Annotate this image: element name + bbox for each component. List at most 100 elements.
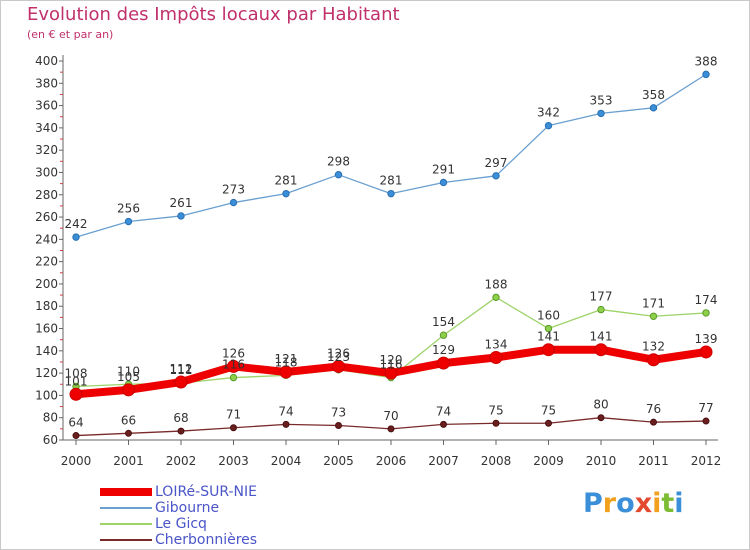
data-label: 242 (65, 217, 88, 231)
data-point (229, 198, 238, 207)
y-tick-label: 140 (35, 344, 58, 358)
data-label: 66 (121, 413, 136, 427)
data-point (597, 414, 605, 422)
data-label: 171 (642, 296, 665, 310)
data-label: 121 (275, 352, 298, 366)
data-point (279, 365, 293, 379)
x-tick-label: 2002 (166, 454, 197, 468)
y-tick-label: 80 (43, 411, 58, 425)
data-label: 141 (537, 330, 560, 344)
data-label: 174 (695, 293, 718, 307)
data-point (384, 366, 398, 380)
data-label: 141 (590, 330, 613, 344)
data-label: 342 (537, 106, 560, 120)
data-point (650, 418, 657, 426)
data-label: 116 (222, 358, 245, 372)
data-label: 77 (698, 401, 713, 415)
data-point (699, 345, 713, 359)
data-label: 73 (331, 406, 346, 420)
data-label: 132 (642, 340, 665, 354)
legend-label: Cherbonnières (155, 532, 258, 548)
legend-swatch (100, 539, 152, 541)
y-tick-label: 100 (35, 388, 58, 402)
data-label: 297 (485, 156, 508, 170)
data-label: 177 (590, 290, 613, 304)
data-point (177, 427, 185, 435)
data-label: 108 (65, 366, 88, 380)
data-label: 76 (646, 402, 661, 416)
data-label: 154 (432, 315, 455, 329)
data-point (230, 424, 237, 432)
data-point (282, 420, 290, 428)
x-tick-label: 2006 (376, 454, 407, 468)
data-label: 74 (436, 404, 451, 418)
data-label: 358 (642, 88, 665, 102)
y-tick-label: 320 (35, 143, 58, 157)
x-tick-label: 2001 (113, 454, 144, 468)
data-label: 101 (65, 374, 88, 388)
x-tick-label: 2007 (428, 454, 459, 468)
logo-letter: o (616, 488, 635, 519)
x-tick-label: 2004 (271, 454, 302, 468)
data-point (594, 343, 608, 357)
data-point (69, 387, 83, 401)
data-point (649, 104, 658, 112)
y-tick-label: 220 (35, 255, 58, 269)
y-tick-label: 180 (35, 299, 58, 313)
y-tick-label: 400 (35, 54, 58, 68)
data-point (72, 432, 80, 440)
data-label: 68 (173, 411, 188, 425)
data-point (227, 359, 240, 373)
data-label: 281 (275, 174, 298, 188)
y-tick-label: 300 (35, 165, 58, 179)
data-label: 70 (383, 409, 398, 423)
x-tick-label: 2011 (638, 454, 669, 468)
data-label: 298 (327, 155, 350, 169)
legend-swatch (100, 523, 152, 525)
data-label: 353 (590, 93, 613, 107)
data-point (282, 189, 290, 198)
y-tick-label: 120 (35, 366, 58, 380)
data-label: 291 (432, 163, 455, 177)
data-label: 160 (537, 309, 560, 323)
data-point (702, 309, 710, 317)
x-tick-label: 2008 (481, 454, 512, 468)
data-point (439, 331, 448, 339)
data-point (492, 293, 500, 302)
data-point (334, 171, 343, 179)
legend-swatch (100, 507, 152, 509)
x-tick-label: 2005 (323, 454, 354, 468)
y-tick-label: 380 (35, 76, 58, 90)
data-point (174, 375, 188, 389)
data-point (492, 419, 500, 427)
data-point (124, 217, 133, 226)
data-label: 105 (117, 370, 140, 384)
data-labels: 242 256 261 273 281 298 281 291 297 342 353 358 388 1… (65, 54, 718, 429)
data-point (72, 233, 80, 241)
data-label: 71 (226, 408, 241, 422)
data-point (545, 419, 552, 427)
legend-label: LOIRé-SUR-NIE (155, 484, 258, 500)
data-label: 139 (695, 332, 718, 346)
data-point (122, 383, 135, 397)
data-point (597, 305, 605, 314)
logo-letter: i (652, 488, 662, 519)
legend-swatch (100, 488, 152, 496)
y-tick-label: 340 (35, 121, 58, 135)
data-label: 64 (68, 416, 83, 430)
data-label: 123 (327, 350, 350, 364)
data-point (544, 324, 553, 333)
data-point (332, 359, 345, 373)
data-point (335, 422, 342, 430)
data-point (489, 351, 503, 365)
proxiti-logo: Proxiti (583, 488, 684, 519)
data-label: 120 (380, 353, 403, 367)
data-point (125, 429, 132, 437)
data-label: 126 (327, 346, 350, 360)
data-label: 74 (278, 404, 293, 418)
y-tick-label: 160 (35, 322, 58, 336)
data-point (387, 189, 395, 198)
data-label: 111 (170, 363, 193, 377)
data-label: 129 (432, 343, 455, 357)
